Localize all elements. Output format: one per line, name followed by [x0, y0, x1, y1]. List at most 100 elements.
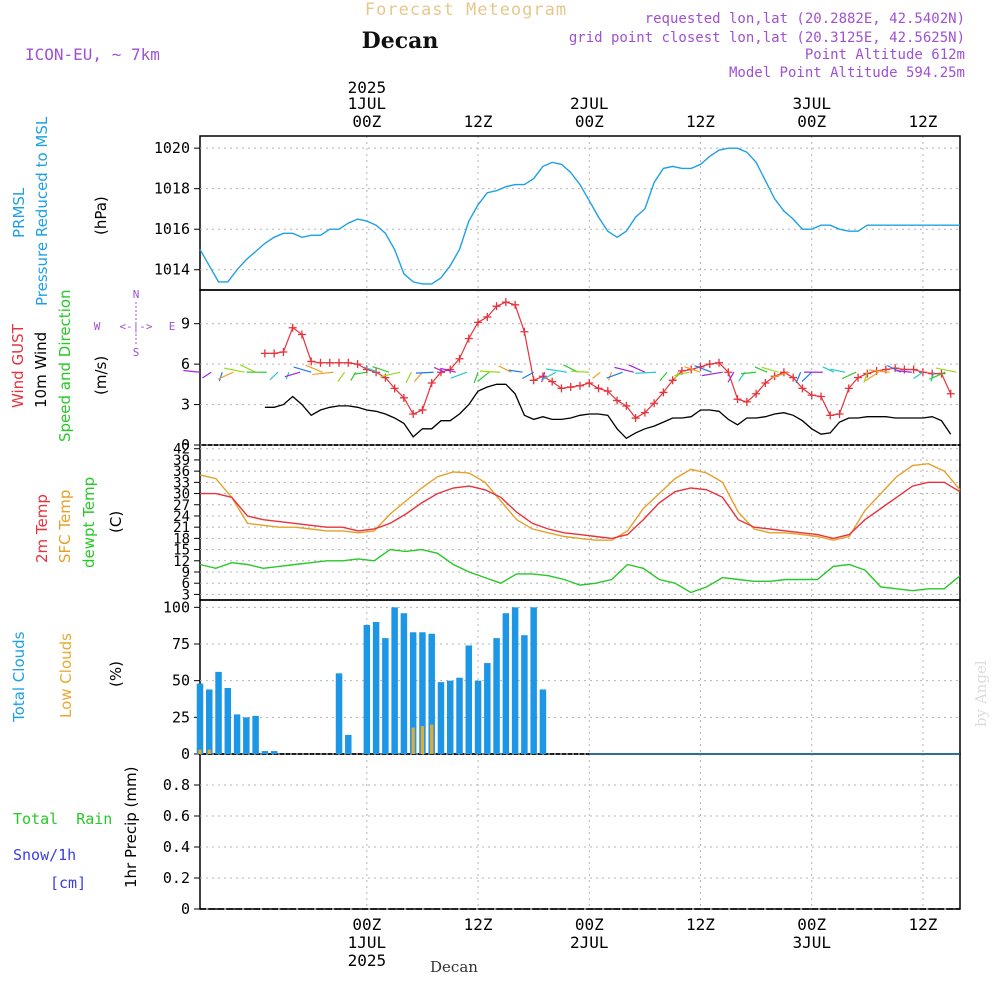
gust-marker — [409, 410, 418, 418]
gust-marker — [622, 401, 631, 410]
gust-marker — [789, 373, 798, 382]
panel-frame — [199, 289, 961, 446]
gust-marker — [270, 349, 279, 358]
bottom-hour-label: 12Z — [464, 915, 493, 934]
wind-direction-arrow — [913, 371, 924, 379]
gust-marker — [733, 395, 742, 404]
panel-1 — [199, 135, 961, 291]
low-cloud-bar — [430, 724, 434, 754]
label-2m-temp: 2m Temp — [33, 494, 51, 563]
bottom-date-label: 2JUL — [570, 933, 609, 952]
total-cloud-bar — [382, 638, 389, 754]
top-hour-label: 12Z — [686, 112, 715, 131]
temp-tick-label: 42 — [173, 442, 190, 458]
gust-marker — [418, 405, 427, 414]
bottom-hour-label: 00Z — [575, 915, 604, 934]
label-prmsl: PRMSL — [10, 187, 28, 238]
label-wind-gust: Wind GUST — [9, 323, 27, 408]
gust-marker — [752, 389, 761, 398]
grid-point-coords: grid point closest lon,lat (20.3125E, 42… — [569, 30, 965, 46]
top-year-label: 2025 — [348, 78, 387, 97]
wind-direction-arrow — [183, 369, 201, 373]
top-hour-label: 00Z — [352, 112, 381, 131]
wind-direction-arrow — [433, 366, 445, 373]
wind-direction-arrow — [628, 364, 646, 373]
temp-tick-label: 21 — [173, 520, 190, 536]
gust-marker — [335, 358, 344, 367]
wind-direction-arrow — [440, 367, 456, 373]
gust-marker — [835, 410, 844, 418]
gust-marker — [594, 384, 603, 393]
gust-marker — [511, 300, 520, 309]
cloud-tick-label: 75 — [172, 635, 190, 653]
watermark: by Angel — [972, 660, 990, 727]
gust-marker — [566, 383, 575, 392]
total-cloud-bar — [215, 671, 222, 754]
top-date-label: 2JUL — [570, 94, 609, 113]
wind-direction-arrow — [863, 372, 868, 383]
temp-tick-label: 24 — [173, 509, 190, 525]
total-cloud-bar — [372, 622, 380, 754]
gust-marker — [548, 377, 557, 386]
top-hour-label: 00Z — [797, 112, 826, 131]
sfc-temp-line — [199, 462, 961, 541]
gust-marker — [909, 365, 918, 374]
total-cloud-bar — [447, 680, 454, 754]
top-date-label: 1JUL — [348, 94, 387, 113]
wind-direction-arrow — [635, 371, 657, 374]
gust-marker — [501, 298, 510, 307]
wind-direction-arrow — [592, 371, 601, 379]
total-cloud-bar — [539, 689, 547, 754]
wind-direction-arrow — [606, 371, 623, 379]
gust-marker — [520, 327, 529, 336]
wind-direction-arrow — [741, 371, 757, 375]
label-ms: (m/s) — [92, 356, 110, 395]
wind-direction-arrow — [479, 370, 501, 373]
cloud-tick-label: 100 — [163, 598, 190, 616]
bottom-hour-label: 12Z — [686, 915, 715, 934]
wind-tick-label: 0 — [181, 436, 190, 454]
label-dewpt-temp: dewpt Temp — [80, 477, 98, 568]
label-precip-axis: 1hr Precip (mm) — [122, 767, 140, 888]
total-cloud-bar — [261, 751, 269, 754]
compass-n: N — [133, 288, 140, 301]
gust-marker — [279, 348, 288, 356]
wind-direction-arrow — [337, 371, 346, 383]
precip-tick-label: 0.2 — [163, 869, 190, 887]
gust-marker — [715, 358, 724, 367]
label-cm: [cm] — [50, 874, 86, 892]
panel-frame — [199, 444, 961, 601]
total-cloud-bar — [224, 688, 232, 754]
compass-e: E — [169, 320, 176, 333]
total-cloud-bar — [391, 607, 398, 754]
location-title: Decan — [362, 28, 439, 54]
label-pressure-reduced: Pressure Reduced to MSL — [33, 116, 51, 306]
label-celsius: (C) — [107, 511, 125, 533]
total-cloud-bar — [493, 638, 500, 754]
wind-direction-arrow — [614, 366, 634, 373]
cloud-tick-label: 0 — [181, 745, 190, 763]
top-hour-label: 00Z — [575, 112, 604, 131]
temp-tick-label: 33 — [173, 475, 190, 491]
dewpt-temp-line — [199, 548, 961, 594]
gust-marker — [659, 388, 668, 397]
total-cloud-bar — [335, 673, 343, 754]
bottom-date-label: 3JUL — [792, 933, 831, 952]
panel-5 — [199, 753, 961, 910]
label-percent: (%) — [107, 661, 125, 687]
wind-direction-arrow — [541, 371, 557, 381]
total-cloud-bar — [428, 633, 435, 754]
wind-direction-arrow — [477, 371, 490, 382]
wind-tick-label: 6 — [181, 355, 190, 373]
point-altitude: Point Altitude 612m — [805, 47, 965, 63]
total-cloud-bar — [400, 613, 408, 754]
wind-direction-arrow — [473, 372, 479, 384]
gust-marker — [640, 408, 649, 417]
total-cloud-bar — [484, 663, 491, 754]
